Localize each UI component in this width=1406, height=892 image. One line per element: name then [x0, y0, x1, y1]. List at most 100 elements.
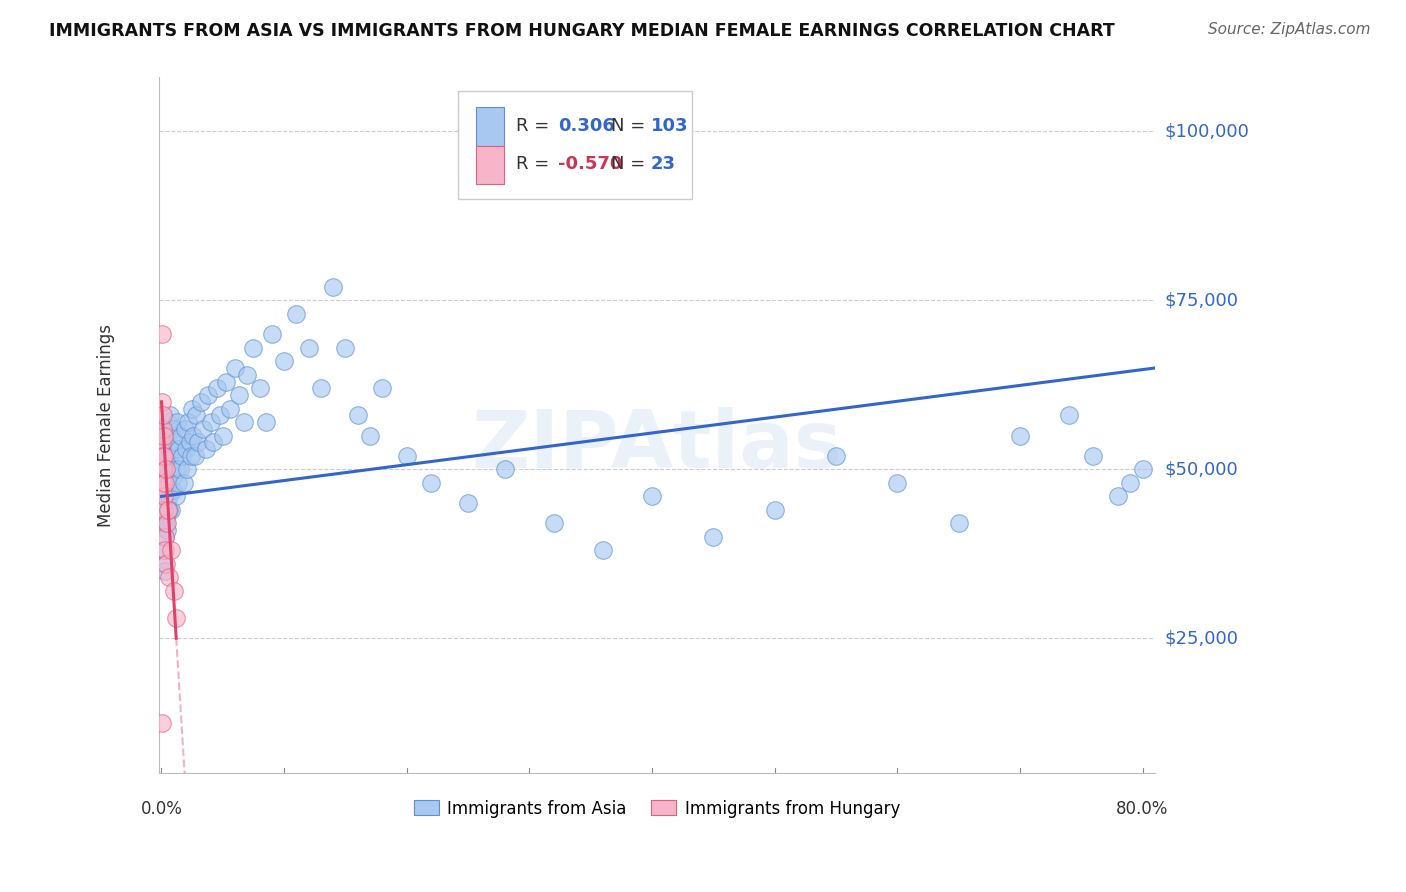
- Point: [825, 449, 848, 463]
- Point: [152, 503, 174, 517]
- Text: N =: N =: [612, 155, 651, 173]
- Point: [155, 462, 177, 476]
- Point: [152, 503, 174, 517]
- Point: [224, 361, 246, 376]
- Point: [166, 462, 188, 476]
- Text: $100,000: $100,000: [1164, 122, 1250, 141]
- Text: $50,000: $50,000: [1164, 460, 1239, 478]
- Point: [179, 435, 201, 450]
- Point: [156, 503, 179, 517]
- Point: [181, 401, 204, 416]
- Point: [249, 381, 271, 395]
- Point: [194, 442, 217, 456]
- Point: [153, 449, 176, 463]
- Point: [152, 462, 174, 476]
- Point: [173, 422, 195, 436]
- Point: [165, 611, 187, 625]
- Point: [156, 428, 179, 442]
- Point: [159, 456, 181, 470]
- Point: [159, 409, 181, 423]
- Point: [494, 462, 516, 476]
- Point: [159, 503, 181, 517]
- Point: [763, 503, 786, 517]
- Point: [155, 509, 177, 524]
- Text: R =: R =: [516, 155, 554, 173]
- Text: Source: ZipAtlas.com: Source: ZipAtlas.com: [1208, 22, 1371, 37]
- Point: [155, 462, 177, 476]
- Point: [176, 462, 198, 476]
- Point: [162, 483, 184, 497]
- Point: [152, 409, 174, 423]
- Point: [209, 409, 232, 423]
- Point: [159, 489, 181, 503]
- Point: [201, 435, 224, 450]
- FancyBboxPatch shape: [458, 91, 692, 199]
- Point: [162, 442, 184, 456]
- Text: 103: 103: [651, 117, 689, 136]
- Text: IMMIGRANTS FROM ASIA VS IMMIGRANTS FROM HUNGARY MEDIAN FEMALE EARNINGS CORRELATI: IMMIGRANTS FROM ASIA VS IMMIGRANTS FROM …: [49, 22, 1115, 40]
- Point: [155, 489, 177, 503]
- Point: [152, 462, 174, 476]
- Point: [183, 449, 205, 463]
- Point: [543, 516, 565, 531]
- Point: [1057, 409, 1080, 423]
- Point: [211, 428, 233, 442]
- Point: [152, 449, 174, 463]
- Point: [160, 543, 183, 558]
- Point: [153, 543, 176, 558]
- Point: [157, 475, 180, 490]
- Point: [157, 442, 180, 456]
- Point: [157, 415, 180, 429]
- Point: [1119, 475, 1142, 490]
- Point: [156, 516, 179, 531]
- Point: [359, 428, 381, 442]
- Point: [153, 475, 176, 490]
- Point: [232, 415, 254, 429]
- Point: [215, 375, 238, 389]
- Point: [420, 475, 443, 490]
- Point: [152, 475, 174, 490]
- Point: [156, 523, 179, 537]
- Point: [457, 496, 479, 510]
- Point: [153, 530, 176, 544]
- Point: [1132, 462, 1154, 476]
- Point: [1083, 449, 1105, 463]
- Point: [150, 483, 173, 497]
- Point: [165, 435, 187, 450]
- Point: [157, 570, 180, 584]
- Point: [156, 503, 179, 517]
- Point: [205, 381, 228, 395]
- Point: [163, 422, 186, 436]
- Point: [173, 475, 195, 490]
- Point: [153, 475, 176, 490]
- Point: [153, 428, 176, 442]
- Point: [152, 394, 174, 409]
- Point: [197, 388, 219, 402]
- Text: 80.0%: 80.0%: [1116, 800, 1168, 819]
- Point: [193, 422, 215, 436]
- Text: $25,000: $25,000: [1164, 629, 1239, 648]
- Point: [152, 715, 174, 730]
- Point: [190, 394, 212, 409]
- Point: [153, 557, 176, 571]
- Point: [156, 449, 179, 463]
- Text: 0.0%: 0.0%: [141, 800, 183, 819]
- Point: [948, 516, 970, 531]
- Point: [167, 442, 190, 456]
- Point: [163, 469, 186, 483]
- Point: [177, 415, 200, 429]
- Text: Median Female Earnings: Median Female Earnings: [97, 324, 115, 527]
- Point: [273, 354, 295, 368]
- Legend: Immigrants from Asia, Immigrants from Hungary: Immigrants from Asia, Immigrants from Hu…: [406, 793, 907, 824]
- Point: [155, 557, 177, 571]
- Text: ZIPAtlas: ZIPAtlas: [471, 408, 842, 485]
- Point: [371, 381, 394, 395]
- Text: $75,000: $75,000: [1164, 292, 1239, 310]
- Point: [641, 489, 664, 503]
- Point: [183, 428, 205, 442]
- Point: [200, 415, 222, 429]
- Point: [155, 516, 177, 531]
- Point: [153, 489, 176, 503]
- Point: [242, 341, 264, 355]
- Point: [152, 475, 174, 490]
